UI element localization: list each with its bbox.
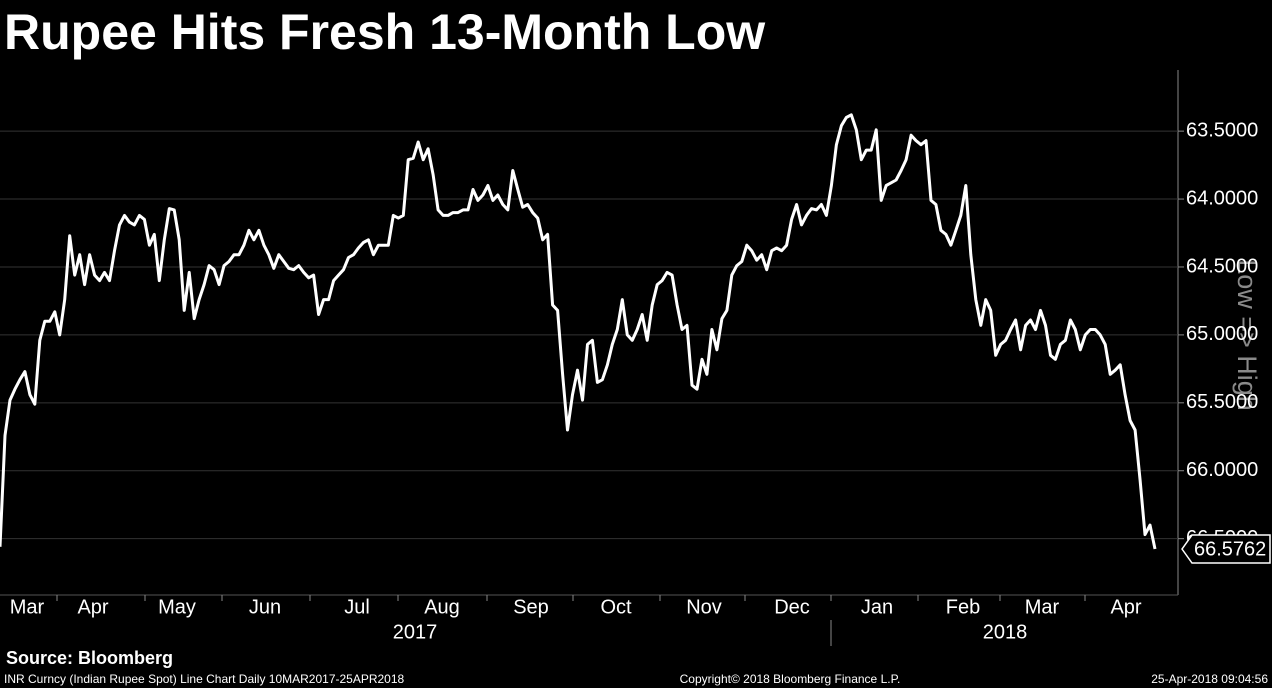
x-tick-label: Jan — [861, 596, 893, 618]
y-tick-label: 63.5000 — [1186, 119, 1258, 141]
x-tick-label: Mar — [1025, 596, 1060, 618]
last-value-label: 66.5762 — [1194, 538, 1266, 560]
x-tick-label: Jul — [344, 596, 370, 618]
x-tick-label: May — [158, 596, 196, 618]
footer-copyright: Copyright© 2018 Bloomberg Finance L.P. — [680, 672, 901, 686]
x-tick-label: Apr — [77, 596, 108, 618]
footer-description: INR Curncy (Indian Rupee Spot) Line Char… — [4, 672, 405, 686]
y-tick-label: 64.0000 — [1186, 187, 1258, 209]
year-label: 2017 — [393, 621, 438, 643]
line — [0, 113, 1157, 550]
year-label: 2018 — [983, 621, 1028, 643]
x-tick-label: Feb — [946, 596, 980, 618]
last-value-box — [1181, 534, 1271, 564]
y-tick-label: 64.5000 — [1186, 255, 1258, 277]
x-tick-label: Dec — [774, 596, 810, 618]
source: Source: Bloomberg — [6, 648, 173, 668]
y-axis-label: Low => High — [1232, 259, 1262, 411]
x-tick-label: Oct — [600, 596, 632, 618]
y-tick-label: 65.0000 — [1186, 323, 1258, 345]
chart-title: Rupee Hits Fresh 13-Month Low — [4, 4, 765, 60]
x-tick-label: Aug — [424, 596, 460, 618]
x-tick-label: Nov — [686, 596, 722, 618]
x-tick-label: Jun — [249, 596, 281, 618]
x-tick-label: Mar — [10, 596, 45, 618]
y-tick-label: 66.0000 — [1186, 459, 1258, 481]
x-tick-label: Apr — [1110, 596, 1141, 618]
footer-timestamp: 25-Apr-2018 09:04:56 — [1151, 672, 1268, 686]
x-tick-label: Sep — [513, 596, 549, 618]
y-tick-label: 65.5000 — [1186, 391, 1258, 413]
